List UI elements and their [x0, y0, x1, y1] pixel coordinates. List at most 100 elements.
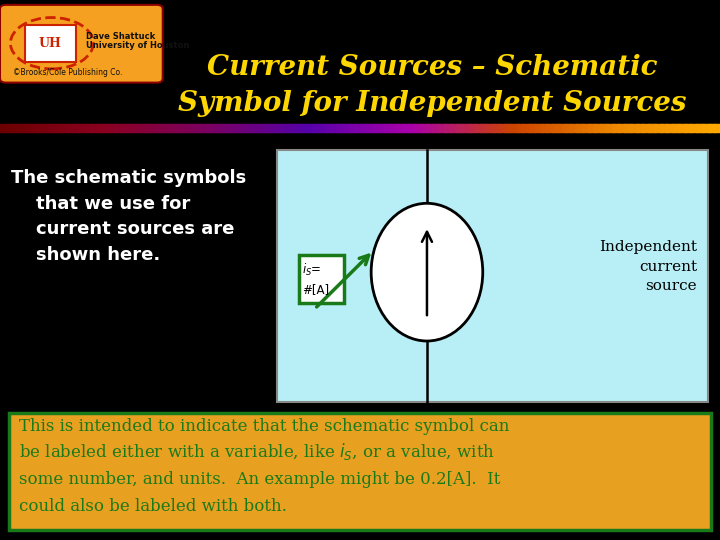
Bar	[612, 124, 615, 132]
Bar	[293, 124, 296, 132]
Bar	[538, 124, 541, 132]
Bar	[243, 124, 246, 132]
Bar	[91, 124, 94, 132]
Bar	[192, 124, 195, 132]
Bar	[312, 124, 315, 132]
Bar	[708, 124, 711, 132]
Bar	[341, 124, 344, 132]
Bar	[333, 124, 337, 132]
Bar	[418, 124, 420, 132]
Bar	[43, 124, 46, 132]
Bar	[679, 124, 683, 132]
Bar	[299, 255, 344, 303]
Text: $i_S$=: $i_S$=	[302, 261, 321, 278]
Bar	[2, 124, 6, 132]
Bar	[492, 124, 495, 132]
Bar	[12, 124, 15, 132]
Bar	[199, 124, 202, 132]
Bar	[348, 124, 351, 132]
Bar	[146, 124, 150, 132]
Bar	[161, 124, 164, 132]
Bar	[99, 124, 102, 132]
Text: The schematic symbols: The schematic symbols	[11, 169, 246, 187]
Bar	[624, 124, 627, 132]
Bar	[521, 124, 524, 132]
Bar	[5, 124, 8, 132]
Bar	[34, 124, 37, 132]
Bar	[667, 124, 670, 132]
Bar	[22, 124, 24, 132]
Bar	[693, 124, 697, 132]
Bar	[36, 124, 39, 132]
Bar	[207, 124, 210, 132]
Bar	[600, 124, 603, 132]
Bar	[168, 124, 171, 132]
Bar	[189, 124, 193, 132]
Bar	[595, 124, 598, 132]
Bar	[338, 124, 341, 132]
Bar	[142, 124, 145, 132]
Bar	[449, 124, 452, 132]
Bar	[413, 124, 416, 132]
Text: current sources are: current sources are	[11, 220, 234, 239]
Bar	[108, 124, 111, 132]
Bar	[427, 124, 431, 132]
Bar	[713, 124, 716, 132]
Bar	[372, 124, 375, 132]
Text: UH: UH	[39, 37, 62, 50]
Bar	[463, 124, 467, 132]
Bar	[223, 124, 226, 132]
Bar	[585, 124, 589, 132]
Bar	[247, 124, 251, 132]
Bar	[113, 124, 116, 132]
Bar	[254, 124, 258, 132]
Bar	[235, 124, 238, 132]
Bar	[706, 124, 708, 132]
Text: could also be labeled with both.: could also be labeled with both.	[19, 498, 287, 515]
Bar	[398, 124, 402, 132]
Bar	[48, 124, 51, 132]
Text: shown here.: shown here.	[11, 246, 160, 264]
Bar	[326, 124, 330, 132]
Bar	[557, 124, 560, 132]
Bar	[655, 124, 658, 132]
Bar	[643, 124, 647, 132]
Bar	[45, 124, 49, 132]
Bar	[454, 124, 456, 132]
Bar	[703, 124, 706, 132]
Bar	[101, 124, 104, 132]
Bar	[578, 124, 582, 132]
Bar	[665, 124, 668, 132]
Bar	[482, 124, 485, 132]
Bar	[67, 124, 71, 132]
Bar	[185, 124, 188, 132]
Bar	[103, 124, 107, 132]
Bar	[130, 124, 132, 132]
Bar	[583, 124, 586, 132]
FancyBboxPatch shape	[25, 25, 76, 62]
Bar	[636, 124, 639, 132]
Bar	[209, 124, 212, 132]
Bar	[94, 124, 96, 132]
Bar	[27, 124, 30, 132]
Bar	[545, 124, 548, 132]
Bar	[562, 124, 564, 132]
Bar	[590, 124, 593, 132]
Bar	[259, 124, 262, 132]
Bar	[240, 124, 243, 132]
Bar	[358, 124, 361, 132]
Bar	[178, 124, 181, 132]
Bar	[158, 124, 161, 132]
Bar	[14, 124, 17, 132]
Bar	[518, 124, 521, 132]
Bar	[202, 124, 204, 132]
Bar	[221, 124, 224, 132]
Bar	[214, 124, 217, 132]
Bar	[468, 124, 471, 132]
Bar	[425, 124, 428, 132]
Bar	[475, 124, 478, 132]
Bar	[631, 124, 634, 132]
Bar	[444, 124, 447, 132]
Bar	[650, 124, 654, 132]
Text: some number, and units.  An example might be 0.2[A].  It: some number, and units. An example might…	[19, 471, 501, 488]
